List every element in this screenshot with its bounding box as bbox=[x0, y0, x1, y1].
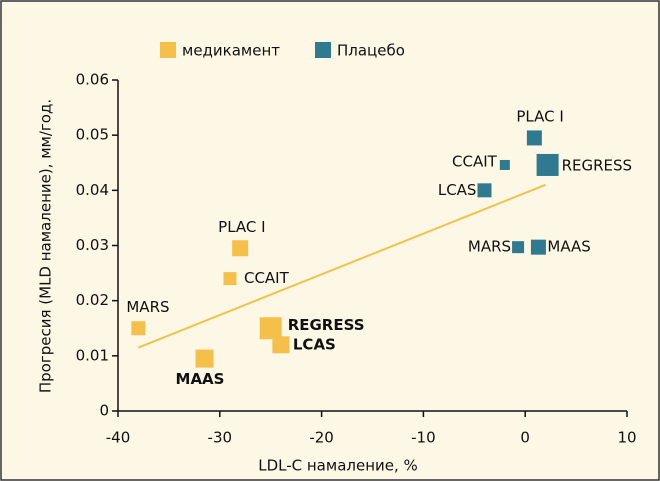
point bbox=[272, 336, 290, 354]
legend-swatch bbox=[160, 42, 176, 58]
point bbox=[530, 239, 546, 255]
point-label: REGRESS bbox=[288, 316, 365, 334]
y-tick-label: 0.05 bbox=[76, 126, 109, 144]
point-label: MAAS bbox=[547, 238, 590, 256]
y-tick-label: 0.03 bbox=[76, 236, 109, 254]
point bbox=[526, 130, 542, 146]
y-tick-label: 0.02 bbox=[76, 291, 109, 309]
point bbox=[536, 153, 559, 176]
point-label: PLAC I bbox=[218, 218, 265, 236]
legend-label: медикамент bbox=[182, 42, 280, 60]
point bbox=[232, 240, 249, 257]
x-axis-label: LDL-C намаление, % bbox=[258, 457, 418, 475]
point bbox=[512, 241, 525, 254]
legend-label: Плацебо bbox=[337, 42, 405, 60]
point-label: LCAS bbox=[438, 181, 477, 199]
trend-line bbox=[137, 183, 546, 349]
point bbox=[223, 272, 237, 286]
point-label: REGRESS bbox=[562, 156, 632, 174]
x-tick-label: -30 bbox=[208, 429, 233, 447]
x-tick-label: -10 bbox=[411, 429, 436, 447]
point bbox=[259, 317, 282, 340]
point bbox=[131, 321, 146, 336]
x-tick-label: 0 bbox=[520, 429, 530, 447]
point-label: PLAC I bbox=[516, 107, 563, 125]
point-label: MAAS bbox=[176, 370, 225, 388]
y-tick-label: 0.06 bbox=[76, 71, 109, 89]
point bbox=[477, 183, 492, 198]
legend-swatch bbox=[315, 42, 331, 58]
point-label: MARS bbox=[126, 298, 169, 316]
y-axis-label: Прогресия (MLD намаление), мм/год. bbox=[37, 99, 55, 393]
x-tick-label: -20 bbox=[309, 429, 334, 447]
x-tick-label: 10 bbox=[617, 429, 636, 447]
point-label: MARS bbox=[468, 238, 511, 256]
point-label: CCAIT bbox=[244, 269, 290, 287]
point bbox=[195, 349, 214, 368]
x-tick-label: -40 bbox=[106, 429, 131, 447]
point bbox=[499, 159, 510, 170]
y-tick-label: 0.04 bbox=[76, 181, 109, 199]
y-tick-label: 0 bbox=[99, 402, 109, 420]
point-label: LCAS bbox=[293, 335, 336, 353]
y-tick-label: 0.01 bbox=[76, 346, 109, 364]
point-label: CCAIT bbox=[452, 152, 498, 170]
